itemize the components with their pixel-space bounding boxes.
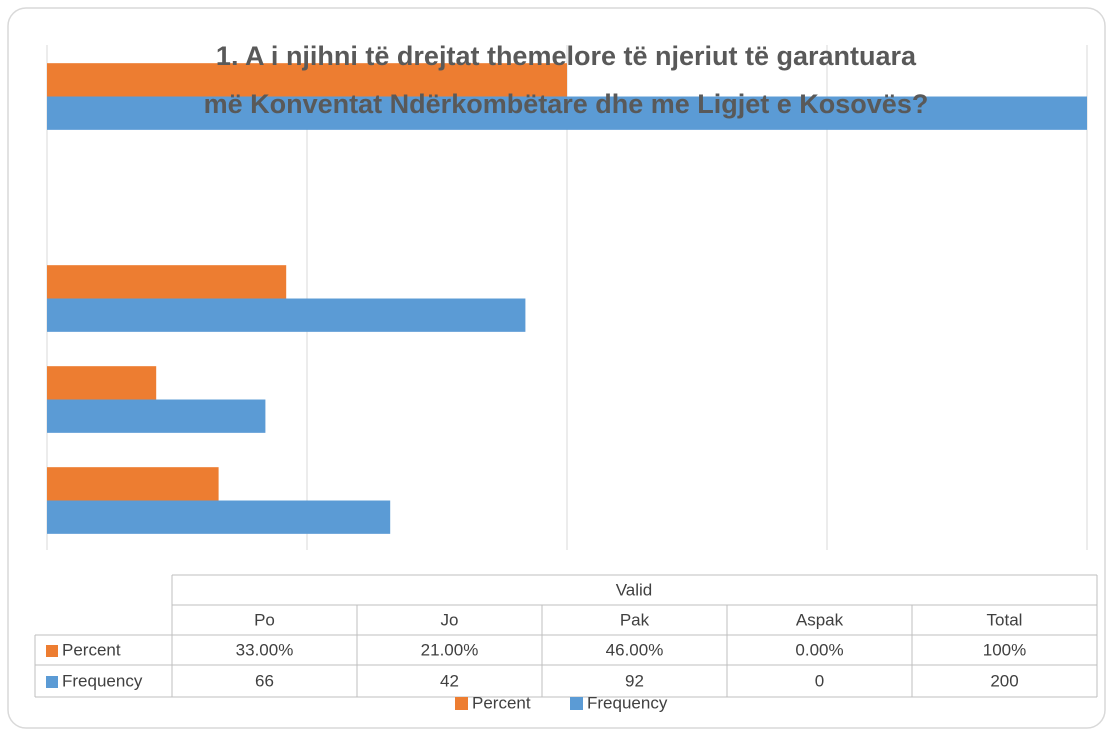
legend-key	[455, 697, 468, 710]
bar	[47, 366, 157, 400]
chart-title: më Konventat Ndërkombëtare dhe me Ligjet…	[204, 89, 929, 119]
bar	[47, 96, 1087, 130]
chart-title: 1. A i njihni të drejtat themelore të nj…	[216, 41, 917, 71]
table-value: 0	[815, 671, 824, 690]
table-value: 46.00%	[606, 640, 664, 659]
bar	[47, 265, 287, 299]
bar	[47, 298, 526, 332]
table-value: 100%	[983, 640, 1026, 659]
legend-label: Frequency	[587, 693, 668, 712]
category-label: Pak	[620, 610, 650, 629]
table-value: 66	[255, 671, 274, 690]
table-header: Valid	[616, 580, 653, 599]
category-label: Jo	[441, 610, 459, 629]
table-value: 21.00%	[421, 640, 479, 659]
bar	[47, 500, 391, 534]
table-row-label: Percent	[62, 640, 121, 659]
table-value: 33.00%	[236, 640, 294, 659]
table-value: 200	[990, 671, 1018, 690]
table-value: 0.00%	[795, 640, 843, 659]
table-value: 92	[625, 671, 644, 690]
category-label: Aspak	[796, 610, 844, 629]
table-row-label: Frequency	[62, 671, 143, 690]
category-label: Po	[254, 610, 275, 629]
bar	[47, 63, 567, 97]
category-label: Total	[987, 610, 1023, 629]
legend-key	[46, 645, 58, 657]
legend-key	[46, 676, 58, 688]
legend-label: Percent	[472, 693, 531, 712]
bar	[47, 467, 219, 501]
legend-key	[570, 697, 583, 710]
chart-border	[7, 7, 1106, 729]
table-value: 42	[440, 671, 459, 690]
bar	[47, 399, 266, 433]
